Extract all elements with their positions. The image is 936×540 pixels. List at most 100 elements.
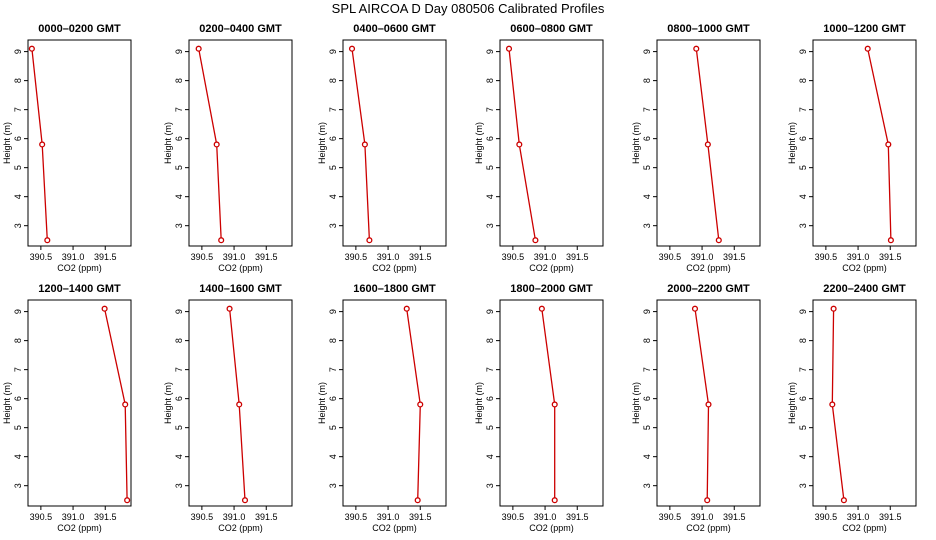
panel-title: 0800–1000 GMT	[667, 23, 750, 35]
data-point	[885, 141, 892, 148]
y-tick-label: 4	[798, 194, 808, 199]
y-tick-label: 5	[174, 165, 184, 170]
y-tick-label: 3	[13, 223, 23, 228]
y-tick-label: 7	[798, 367, 808, 372]
y-axis-label: Height (m)	[787, 122, 797, 164]
y-tick-label: 6	[328, 136, 338, 141]
data-point	[705, 401, 712, 408]
data-point	[226, 305, 233, 312]
y-tick-label: 8	[13, 338, 23, 343]
data-point	[218, 237, 225, 244]
data-point	[366, 237, 373, 244]
panel-title: 1400–1600 GMT	[199, 283, 282, 295]
x-tick-label: 390.5	[659, 512, 682, 522]
x-axis-label: CO2 (ppm)	[218, 263, 263, 273]
data-point	[840, 497, 847, 504]
data-point	[516, 141, 523, 148]
y-tick-label: 8	[642, 78, 652, 83]
data-point	[44, 237, 51, 244]
profile-panel: 0200–0400 GMT 390.5 391.0 391.5 3 4 5 6 7 8 9 CO2 (…	[163, 23, 293, 273]
data-point	[532, 237, 539, 244]
profile-panel: 0800–1000 GMT 390.5 391.0 391.5 3 4 5 6 7 8 9 CO2 (…	[631, 23, 761, 273]
x-tick-label: 390.5	[345, 252, 368, 262]
data-point	[864, 45, 871, 52]
x-tick-label: 391.5	[94, 512, 117, 522]
x-tick-label: 391.0	[62, 252, 85, 262]
plot-frame	[812, 299, 917, 507]
plot-frame	[342, 39, 447, 247]
plot-frame	[499, 39, 604, 247]
x-tick-label: 390.5	[815, 252, 838, 262]
y-axis-label: Height (m)	[317, 122, 327, 164]
y-tick-label: 9	[13, 309, 23, 314]
x-tick-label: 391.0	[847, 252, 870, 262]
chart-title: SPL AIRCOA D Day 080506 Calibrated Profi…	[331, 1, 605, 16]
x-tick-label: 391.5	[94, 252, 117, 262]
x-tick-label: 391.5	[879, 512, 902, 522]
x-tick-label: 391.0	[534, 512, 557, 522]
profile-panel: 1200–1400 GMT 390.5 391.0 391.5 3 4 5 6 7 8 9 CO2 (…	[2, 283, 132, 533]
data-point	[236, 401, 243, 408]
x-tick-label: 391.5	[255, 252, 278, 262]
y-tick-label: 3	[798, 483, 808, 488]
data-point	[122, 401, 129, 408]
y-tick-label: 9	[798, 309, 808, 314]
y-tick-label: 5	[13, 425, 23, 430]
x-tick-label: 391.5	[723, 252, 746, 262]
y-tick-label: 4	[485, 194, 495, 199]
plot-frame	[499, 299, 604, 507]
y-tick-label: 9	[485, 309, 495, 314]
x-axis-label: CO2 (ppm)	[372, 523, 417, 533]
y-tick-label: 4	[174, 454, 184, 459]
data-point	[691, 305, 699, 312]
x-tick-label: 391.0	[62, 512, 85, 522]
profile-panel: 0400–0600 GMT 390.5 391.0 391.5 3 4 5 6 7 8 9 CO2 (…	[317, 23, 447, 273]
x-axis-label: CO2 (ppm)	[529, 523, 574, 533]
y-tick-label: 8	[328, 78, 338, 83]
y-tick-label: 7	[642, 367, 652, 372]
profile-panel: 1800–2000 GMT 390.5 391.0 391.5 3 4 5 6 7 8 9 CO2 (…	[474, 283, 604, 533]
panel-title: 0000–0200 GMT	[38, 23, 121, 35]
y-tick-label: 3	[485, 483, 495, 488]
y-tick-label: 7	[485, 367, 495, 372]
x-tick-label: 391.0	[223, 512, 246, 522]
y-tick-label: 6	[13, 136, 23, 141]
y-axis-label: Height (m)	[474, 122, 484, 164]
y-axis-label: Height (m)	[2, 122, 12, 164]
y-tick-label: 4	[328, 194, 338, 199]
profile-panel: 1400–1600 GMT 390.5 391.0 391.5 3 4 5 6 7 8 9 CO2 (…	[163, 283, 293, 533]
y-tick-label: 9	[174, 49, 184, 54]
y-tick-label: 5	[328, 165, 338, 170]
panel-title: 2200–2400 GMT	[823, 283, 906, 295]
x-tick-label: 390.5	[815, 512, 838, 522]
x-tick-label: 391.0	[691, 512, 714, 522]
data-point	[348, 45, 356, 52]
y-tick-label: 6	[485, 396, 495, 401]
panel-title: 2000–2200 GMT	[667, 283, 750, 295]
plot-frame	[188, 299, 293, 507]
x-tick-label: 391.5	[723, 512, 746, 522]
x-tick-label: 390.5	[345, 512, 368, 522]
y-tick-label: 7	[13, 367, 23, 372]
y-tick-label: 6	[642, 396, 652, 401]
data-point	[403, 305, 410, 312]
panel-title: 0200–0400 GMT	[199, 23, 282, 35]
y-tick-label: 8	[485, 78, 495, 83]
data-point	[213, 141, 220, 148]
x-tick-label: 391.0	[534, 252, 557, 262]
x-axis-label: CO2 (ppm)	[686, 523, 731, 533]
y-tick-label: 8	[798, 78, 808, 83]
y-tick-label: 4	[485, 454, 495, 459]
data-point	[361, 141, 368, 148]
y-tick-label: 4	[798, 454, 808, 459]
y-tick-label: 6	[642, 136, 652, 141]
y-tick-label: 8	[798, 338, 808, 343]
y-tick-label: 5	[13, 165, 23, 170]
profile-panel: 0600–0800 GMT 390.5 391.0 391.5 3 4 5 6 7 8 9 CO2 (…	[474, 23, 604, 273]
data-point	[241, 497, 249, 504]
x-tick-label: 390.5	[30, 252, 53, 262]
panel-title: 1200–1400 GMT	[38, 283, 121, 295]
y-tick-label: 8	[642, 338, 652, 343]
plot-frame	[342, 299, 447, 507]
